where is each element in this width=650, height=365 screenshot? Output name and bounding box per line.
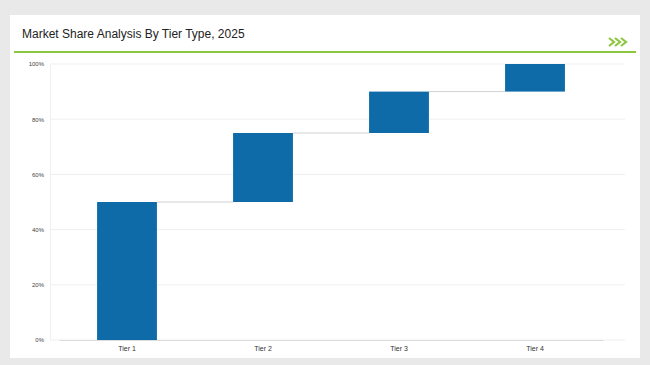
y-tick-label: 40% [32,227,45,233]
grid [50,64,625,340]
y-tick: 80% [32,117,50,123]
y-tick-label: 20% [32,282,45,288]
connector [157,202,233,203]
chevron [615,38,620,46]
background [0,0,650,365]
y-tick-label: 0% [35,337,44,343]
y-tick: 100% [29,61,50,67]
title: Market Share Analysis By Tier Type, 2025 [22,27,245,41]
bar [233,133,293,202]
x-tick: Tier 1 [118,340,136,352]
y-tick-label: 80% [32,117,45,123]
y-tick: 40% [32,227,50,233]
chart: Market Share Analysis By Tier Type, 2025… [0,0,650,365]
y-tick: 60% [32,172,50,178]
x-axis-line [60,340,604,341]
connector [429,91,505,92]
x-axis: Tier 1 Tier 2 Tier 3 Tier 4 [60,340,604,352]
y-tick-label: 100% [29,61,45,67]
icon [609,38,626,46]
y-axis: 0% 20% 40% 60% 80% 100% [29,61,51,343]
x-tick: Tier 2 [254,340,272,352]
x-tick-label: Tier 4 [526,345,544,352]
chevron [621,38,626,46]
title-rule [14,51,636,53]
x-tick-label: Tier 2 [254,345,272,352]
bar [369,92,429,133]
y-tick: 20% [32,282,50,288]
bar [505,64,565,92]
y-axis-line [50,65,51,341]
chevron [609,38,614,46]
panel [10,15,640,358]
plot-area [97,64,565,340]
x-tick-label: Tier 1 [118,345,136,352]
bar [97,202,157,340]
x-tick: Tier 4 [526,340,544,352]
y-tick: 0% [35,337,50,343]
grid-line [50,174,625,175]
grid-line [50,119,625,120]
x-tick-label: Tier 3 [390,345,408,352]
x-tick: Tier 3 [390,340,408,352]
connector [293,133,369,134]
y-tick-label: 60% [32,172,45,178]
